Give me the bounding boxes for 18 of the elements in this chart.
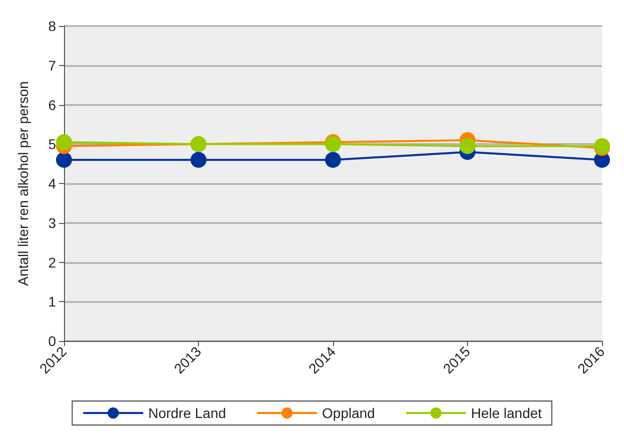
y-tick-label: 0	[48, 333, 56, 349]
legend-label: Oppland	[322, 405, 375, 421]
point	[460, 138, 476, 154]
y-tick-label: 3	[48, 214, 56, 231]
legend-label: Nordre Land	[148, 405, 226, 421]
y-tick-label: 5	[48, 136, 56, 152]
legend-label: Hele landet	[470, 405, 542, 421]
y-tick-label: 8	[48, 18, 56, 34]
point	[56, 134, 72, 150]
y-tick-label: 7	[48, 57, 56, 74]
y-tick-label: 1	[48, 294, 56, 310]
y-axis-title: Antall liter ren alkohol per person	[15, 81, 31, 286]
y-tick-label: 2	[48, 254, 56, 270]
point	[190, 152, 206, 168]
y-tick-label: 6	[48, 96, 56, 113]
point	[325, 152, 341, 168]
point	[56, 152, 72, 168]
y-tick-label: 4	[48, 176, 56, 192]
